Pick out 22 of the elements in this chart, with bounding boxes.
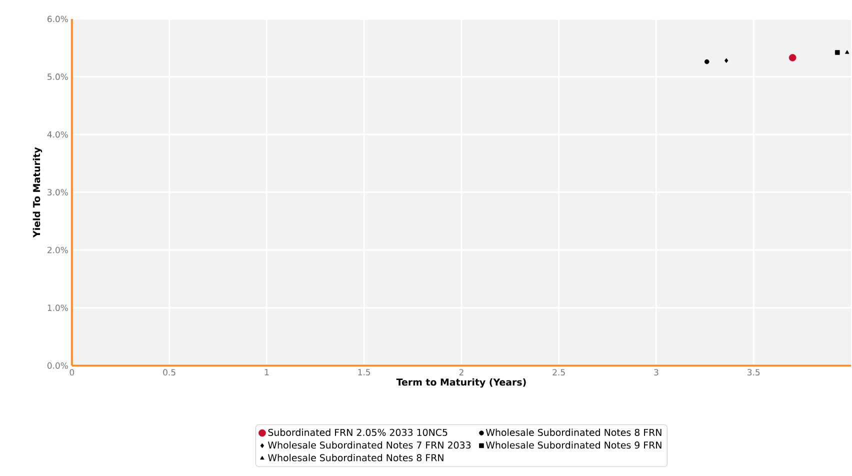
y-tick-label: 3.0% xyxy=(48,188,68,196)
y-tick-label: 4.0% xyxy=(47,131,68,138)
x-axis-title: Term to Maturity (Years) xyxy=(396,378,526,388)
y-tick-label: 0.0% xyxy=(47,362,68,369)
x-tick-label: 3 xyxy=(654,368,658,376)
x-tick-label: 2.5 xyxy=(552,368,565,376)
x-tick-label: 1.5 xyxy=(358,368,370,376)
legend-label: Wholesale Subordinated Notes 7 FRN 2033 xyxy=(268,441,471,448)
y-tick-label: 1.0% xyxy=(48,304,68,311)
y-tick-label: 5.0% xyxy=(48,73,68,80)
legend-label: Subordinated FRN 2.05% 2033 10NC5 xyxy=(268,428,448,436)
y-tick-label: 6.0% xyxy=(48,16,68,22)
x-tick-label: 1 xyxy=(264,368,269,376)
legend-label: Wholesale Subordinated Notes 8 FRN xyxy=(268,454,444,462)
x-tick-label: 3.5 xyxy=(748,368,760,376)
x-tick-label: 0.5 xyxy=(163,368,176,376)
legend-label: Wholesale Subordinated Notes 8 FRN xyxy=(486,428,662,436)
y-tick-label: 2.0% xyxy=(48,246,68,254)
y-axis-title: Yield To Maturity xyxy=(32,147,42,238)
x-tick-label: 0 xyxy=(70,368,74,376)
legend-label: Wholesale Subordinated Notes 9 FRN xyxy=(486,441,662,448)
x-tick-label: 2 xyxy=(459,368,464,376)
